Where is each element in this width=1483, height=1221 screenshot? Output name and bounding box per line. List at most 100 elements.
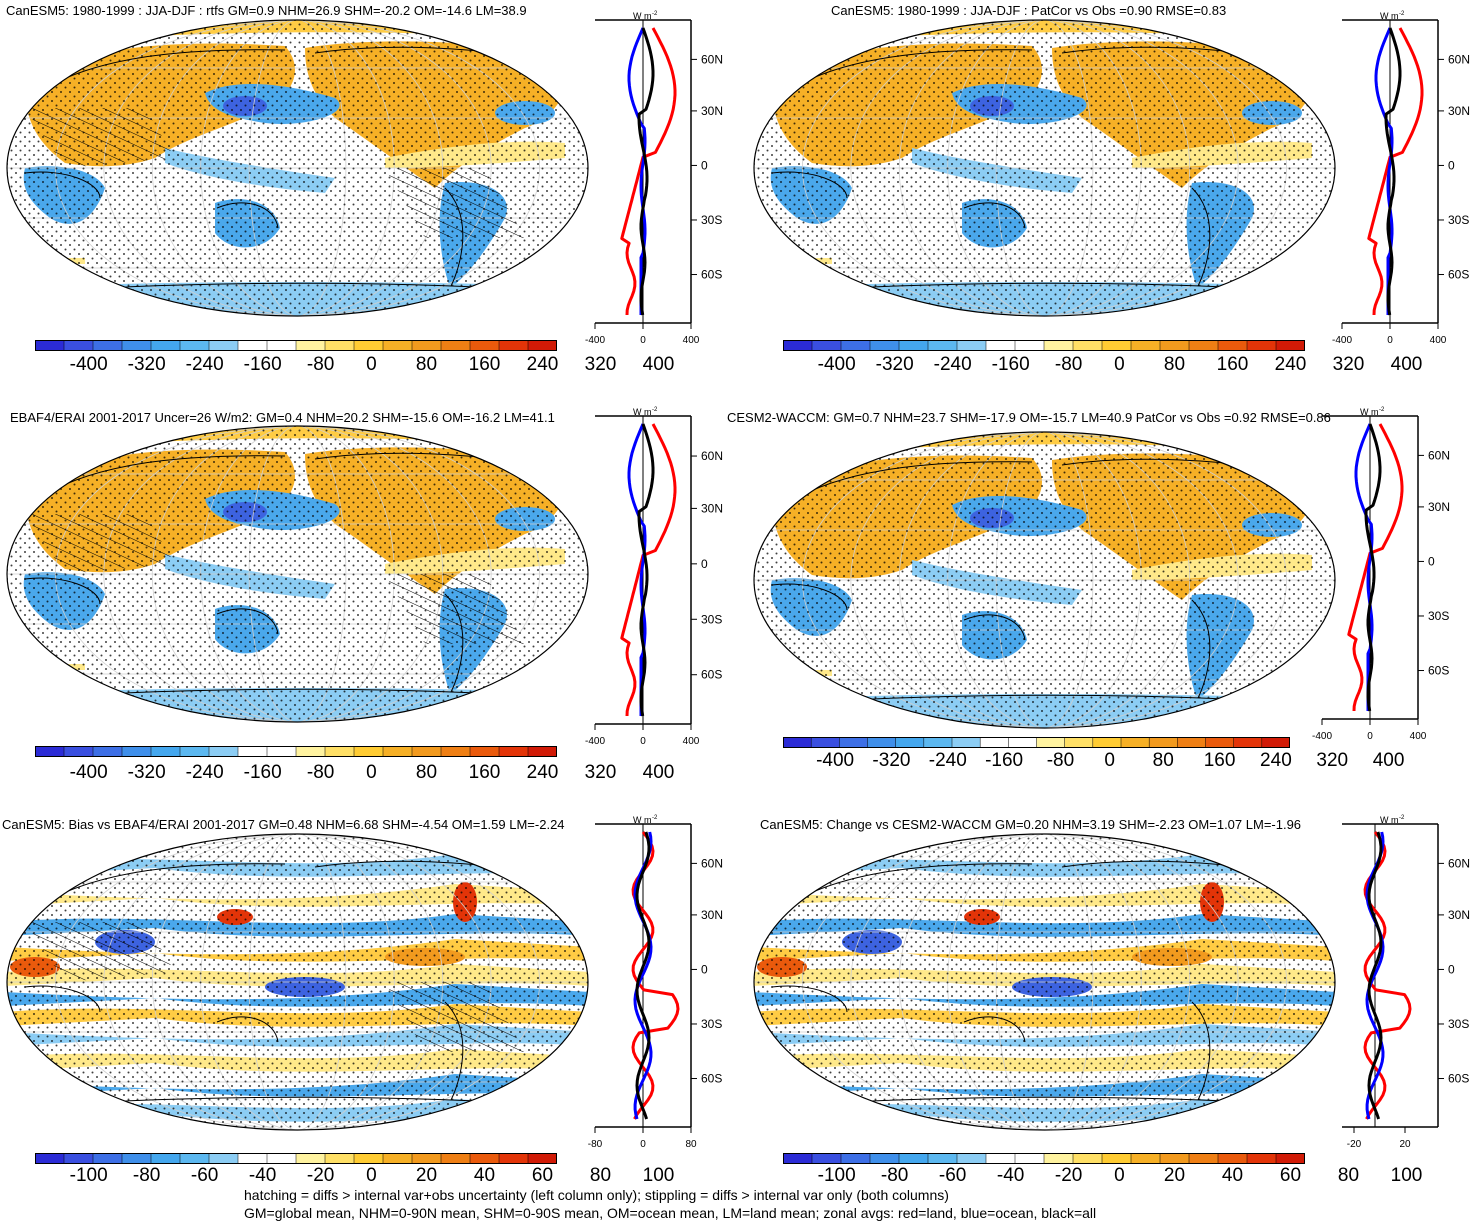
colorbar-swatch: [353, 1153, 384, 1164]
lat-tick-label: 60N: [701, 52, 723, 66]
zonal-x-tick-label: -400: [1332, 335, 1352, 346]
colorbar-tick-label: 20: [1163, 1165, 1186, 1186]
colorbar-tick-label: 240: [526, 354, 559, 375]
colorbar-swatch: [867, 737, 897, 748]
colorbar-swatch: [840, 340, 871, 351]
colorbar-swatch: [840, 1153, 871, 1164]
colorbar-swatch: [869, 340, 900, 351]
colorbar-swatch: [150, 746, 181, 757]
zonal-x-tick-label: -80: [588, 1139, 603, 1150]
zonal-x-tick-label: -400: [585, 736, 605, 747]
colorbar-swatch: [208, 1153, 239, 1164]
colorbar-tick-label: 100: [1390, 1165, 1423, 1186]
colorbar-tick-label: 240: [1274, 354, 1307, 375]
colorbar-swatch: [440, 1153, 471, 1164]
colorbar-swatch: [469, 1153, 500, 1164]
colorbar-swatch: [979, 737, 1009, 748]
colorbar-swatch: [1159, 1153, 1190, 1164]
colorbar-tick-label: -160: [985, 750, 1024, 771]
zonal-x-tick-label: 20: [1399, 1139, 1411, 1150]
colorbar-swatch: [498, 340, 529, 351]
zonal-unit-exponent: -2: [1399, 11, 1405, 17]
colorbar-tick-label: -40: [248, 1165, 277, 1186]
zonal-x-tick-label: -400: [585, 335, 605, 346]
map-panel-2: [753, 19, 1336, 317]
colorbar-swatch: [411, 1153, 442, 1164]
colorbar-swatch: [498, 1153, 529, 1164]
colorbar-swatch: [956, 1153, 987, 1164]
colorbar-swatch: [927, 1153, 958, 1164]
colorbar-swatch: [382, 1153, 413, 1164]
colorbar-tick-label: -80: [132, 1165, 161, 1186]
colorbar-swatch: [324, 746, 355, 757]
lat-tick-label: 60N: [701, 856, 723, 870]
zonal-avg-panel-2: W m -2 60N 30N 0 30S 60S -400 0 400: [1332, 11, 1470, 346]
colorbar-tick-label: 0: [366, 1165, 377, 1186]
colorbar-swatch: [121, 746, 152, 757]
colorbar-tick-label: 320: [1332, 354, 1365, 375]
colorbar-tick-label: -80: [306, 354, 335, 375]
colorbar-swatch: [1261, 737, 1290, 748]
colorbar-tick-label: -100: [817, 1165, 856, 1186]
zonal-unit-exponent: -2: [652, 11, 658, 17]
map-panel-1: [6, 19, 589, 317]
colorbar-swatch: [295, 1153, 326, 1164]
colorbar-swatch: [1043, 340, 1074, 351]
lat-tick-label: 30N: [1428, 500, 1450, 514]
zonal-land-curve: [1347, 423, 1404, 712]
zonal-ocean-curve: [633, 831, 653, 1120]
lat-tick-label: 30S: [1428, 609, 1449, 623]
colorbar-tick-label: -60: [190, 1165, 219, 1186]
colorbar-swatch: [121, 340, 152, 351]
colorbar-swatch: [1130, 340, 1161, 351]
zonal-unit-label: W m: [633, 407, 652, 417]
colorbar-tick-label: -400: [69, 354, 108, 375]
colorbar-tick-label: -40: [996, 1165, 1025, 1186]
zonal-all-curve: [635, 831, 651, 1120]
colorbar-swatch: [985, 1153, 1016, 1164]
lat-tick-label: 30S: [701, 612, 722, 626]
lat-tick-label: 30N: [1448, 908, 1470, 922]
lat-tick-label: 30S: [1448, 1017, 1469, 1031]
colorbar-swatch: [63, 746, 94, 757]
colorbar-swatch: [1092, 737, 1122, 748]
colorbar-tick-label: -60: [938, 1165, 967, 1186]
colorbar-swatch: [411, 746, 442, 757]
colorbar-tick-label: -400: [69, 762, 108, 783]
colorbar-swatch: [237, 746, 268, 757]
colorbar-4: [783, 737, 1290, 748]
colorbar-swatch: [150, 1153, 181, 1164]
colorbar-swatch: [783, 737, 812, 748]
colorbar-tick-label: 80: [415, 762, 438, 783]
colorbar-tick-label: 80: [1337, 1165, 1360, 1186]
colorbar-labels-1: -400 -320 -240 -160 -80 0 80 160 240 320 400: [35, 354, 675, 378]
colorbar-swatch: [1072, 1153, 1103, 1164]
colorbar-swatch: [1036, 737, 1066, 748]
colorbar-swatch: [898, 340, 929, 351]
colorbar-swatch: [469, 340, 500, 351]
colorbar-swatch: [1101, 340, 1132, 351]
zonal-x-tick-label: -400: [1312, 731, 1332, 742]
colorbar-swatch: [179, 340, 210, 351]
lat-tick-label: 30N: [1448, 104, 1470, 118]
zonal-x-tick-label: 0: [1367, 731, 1373, 742]
colorbar-1: [35, 340, 557, 351]
zonal-unit-label: W m: [633, 815, 652, 825]
colorbar-swatch: [1275, 1153, 1305, 1164]
colorbar-swatch: [92, 1153, 123, 1164]
colorbar-swatch: [783, 1153, 813, 1164]
colorbar-swatch: [237, 340, 268, 351]
zonal-all-curve: [637, 27, 655, 316]
zonal-unit-label: W m: [1380, 815, 1399, 825]
panel-title-5: CanESM5: Bias vs EBAF4/ERAI 2001-2017 GM…: [2, 817, 565, 832]
colorbar-tick-label: 0: [366, 762, 377, 783]
colorbar-tick-label: 240: [526, 762, 559, 783]
zonal-all-curve: [637, 423, 655, 717]
colorbar-swatch: [811, 1153, 842, 1164]
zonal-unit-label: W m: [633, 11, 652, 21]
colorbar-swatch: [63, 340, 94, 351]
lat-tick-label: 30N: [701, 501, 723, 515]
colorbar-tick-label: 400: [1390, 354, 1423, 375]
zonal-avg-panel-4: W m -2 60N 30N 0 30S 60S -400 0 400: [1312, 407, 1450, 742]
zonal-avg-panel-3: W m -2 60N 30N 0 30S 60S -400 0 400: [585, 407, 723, 747]
